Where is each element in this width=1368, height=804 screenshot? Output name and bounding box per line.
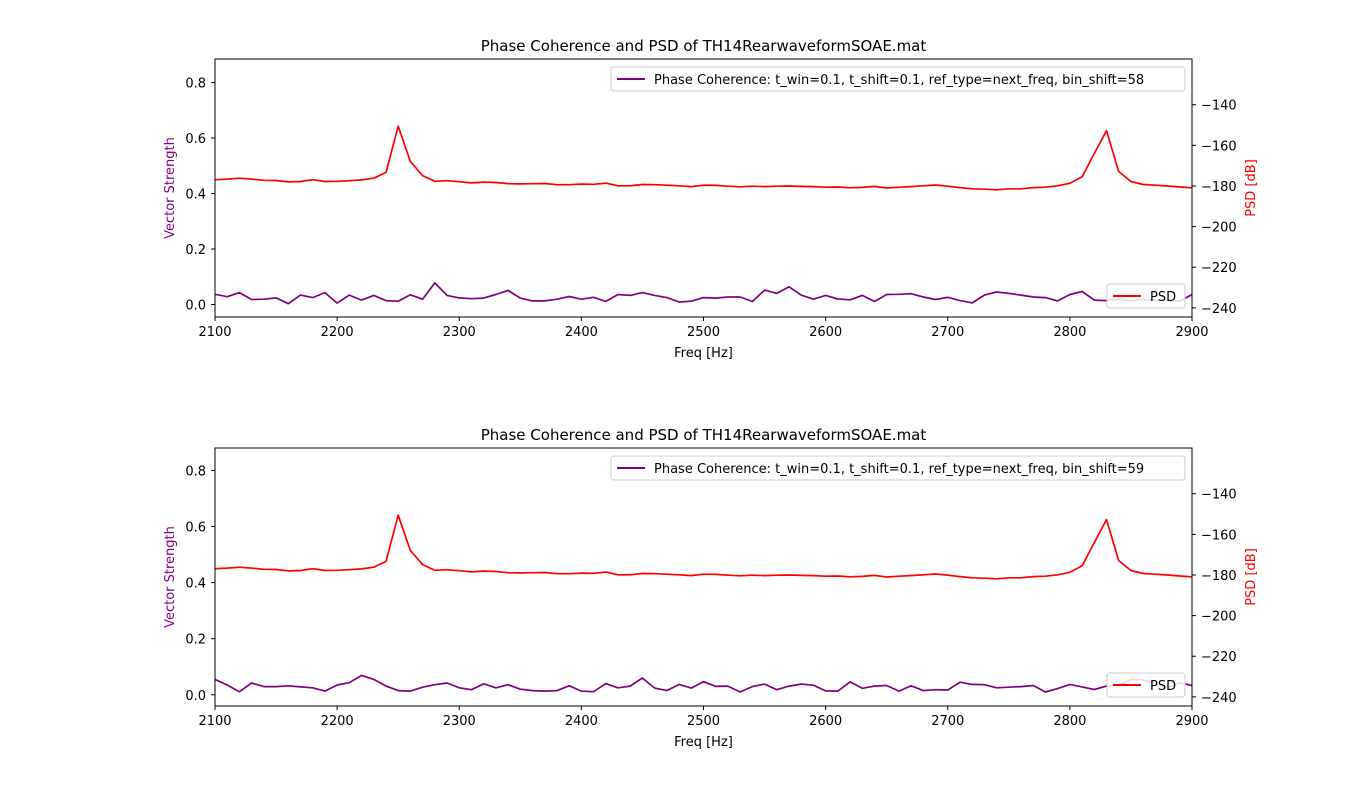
plot-area [215,125,1192,305]
y-left-axis-label: Vector Strength [163,526,178,628]
x-tick-label: 2700 [931,325,964,340]
y-left-tick-label: 0.4 [185,188,206,203]
legend-psd: PSD [1106,283,1186,309]
y-left-tick-label: 0.6 [185,132,206,147]
y-right-tick-label: −240 [1201,691,1237,706]
chart-panel-2: Phase Coherence and PSD of TH14Rearwavef… [163,426,1259,750]
y-left-tick-label: 0.0 [185,299,206,314]
y-left-tick-label: 0.0 [185,689,206,704]
x-tick-label: 2200 [321,714,354,729]
plot-area [215,514,1192,693]
y-right-tick-label: −140 [1201,99,1237,114]
legend-label-psd: PSD [1150,290,1176,305]
y-right-tick-label: −200 [1201,610,1237,625]
x-tick-label: 2800 [1053,325,1086,340]
y-right-tick-label: −160 [1201,139,1237,154]
x-tick-label: 2500 [687,714,720,729]
y-left-tick-label: 0.4 [185,577,206,592]
legend-box [610,66,1186,92]
chart-panel-1: Phase Coherence and PSD of TH14Rearwavef… [163,37,1259,361]
y-right-tick-label: −180 [1201,180,1237,195]
x-tick-label: 2600 [809,714,842,729]
legend-psd: PSD [1106,672,1186,698]
x-tick-label: 2100 [198,325,231,340]
legend-label-coherence: Phase Coherence: t_win=0.1, t_shift=0.1,… [654,73,1144,88]
psd-series-line [215,514,1192,580]
x-axis-label: Freq [Hz] [674,735,733,750]
chart-title: Phase Coherence and PSD of TH14Rearwavef… [481,426,927,444]
y-left-tick-label: 0.6 [185,521,206,536]
legend-box [610,455,1186,481]
legend-box [1106,672,1186,698]
y-right-axis-label: PSD [dB] [1244,548,1259,606]
y-right-tick-label: −140 [1201,488,1237,503]
coherence-series-line [215,282,1192,305]
y-left-axis-label: Vector Strength [163,137,178,239]
coherence-series-line [215,674,1192,693]
y-right-axis-label: PSD [dB] [1244,159,1259,217]
x-tick-label: 2500 [687,325,720,340]
x-tick-label: 2300 [443,325,476,340]
y-right-tick-label: −240 [1201,302,1237,317]
x-tick-label: 2100 [198,714,231,729]
x-tick-label: 2400 [565,325,598,340]
y-right-tick-label: −180 [1201,569,1237,584]
x-tick-label: 2900 [1175,325,1208,340]
psd-series-line [215,125,1192,191]
legend-coherence: Phase Coherence: t_win=0.1, t_shift=0.1,… [610,66,1186,92]
chart-title: Phase Coherence and PSD of TH14Rearwavef… [481,37,927,55]
y-right-tick-label: −160 [1201,528,1237,543]
x-tick-label: 2900 [1175,714,1208,729]
y-left-tick-label: 0.2 [185,243,206,258]
legend-label-psd: PSD [1150,679,1176,694]
legend-label-coherence: Phase Coherence: t_win=0.1, t_shift=0.1,… [654,462,1144,477]
y-left-tick-label: 0.2 [185,633,206,648]
legend-coherence: Phase Coherence: t_win=0.1, t_shift=0.1,… [610,455,1186,481]
x-tick-label: 2400 [565,714,598,729]
x-tick-label: 2200 [321,325,354,340]
x-tick-label: 2700 [931,714,964,729]
x-axis-label: Freq [Hz] [674,346,733,361]
x-tick-label: 2800 [1053,714,1086,729]
y-right-tick-label: −200 [1201,221,1237,236]
y-left-tick-label: 0.8 [185,464,206,479]
x-tick-label: 2600 [809,325,842,340]
y-right-tick-label: −220 [1201,261,1237,276]
legend-box [1106,283,1186,309]
x-tick-label: 2300 [443,714,476,729]
y-right-tick-label: −220 [1201,650,1237,665]
y-left-tick-label: 0.8 [185,77,206,92]
